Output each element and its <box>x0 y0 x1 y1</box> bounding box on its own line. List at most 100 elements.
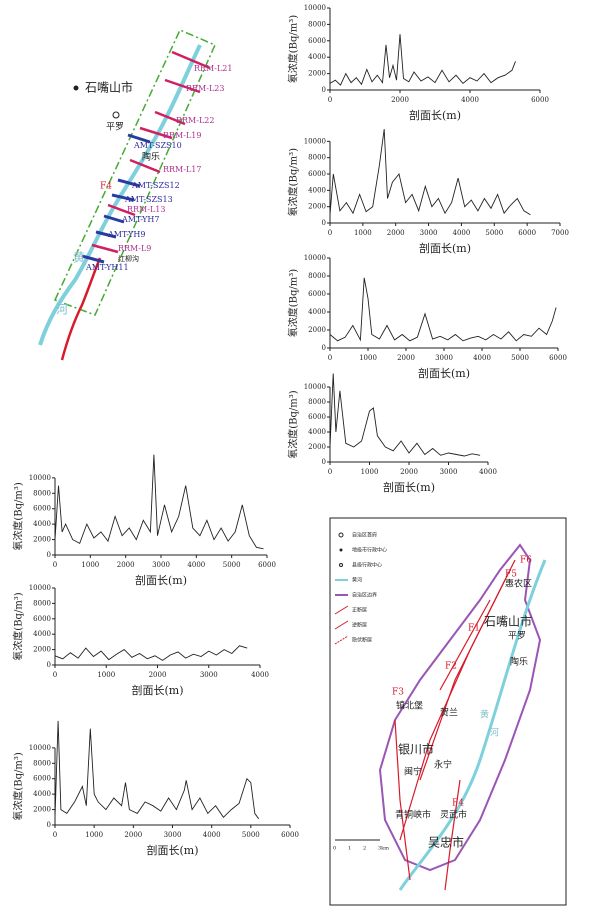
map-label: 闽宁 <box>404 766 422 778</box>
x-axis-label: 剖面长(m) <box>135 573 187 587</box>
x-tick-label: 0 <box>53 831 57 839</box>
y-tick-label: 10000 <box>304 137 326 145</box>
map-label: 永宁 <box>434 759 452 771</box>
map-label: 石嘴山市 <box>484 614 532 629</box>
x-axis-label: 剖面长(m) <box>131 683 183 697</box>
y-tick-label: 6000 <box>33 615 51 623</box>
y-tick-label: 4000 <box>308 308 326 316</box>
data-line <box>329 129 531 216</box>
x-tick-label: 2000 <box>149 671 167 679</box>
y-tick-label: 6000 <box>33 775 51 783</box>
map-label: F4 <box>100 182 112 192</box>
map-label: 吴忠市 <box>428 835 464 850</box>
map-label: 陶乐 <box>142 151 160 163</box>
legend: 自治区首府 地级市行政中心 县级行政中心 黄河 自治区边界 正断层 逆断层 隐伏… <box>334 532 387 645</box>
y-tick-label: 2000 <box>33 536 51 544</box>
x-axis-label: 剖面长(m) <box>146 843 198 857</box>
x-axis-label: 剖面长(m) <box>419 241 471 255</box>
profile-map: 石嘴山市 平罗 陶乐 RRM-L21 RRM-L23 RRM-L22 RRM-L… <box>38 29 232 361</box>
y-tick-label: 10000 <box>304 254 326 262</box>
x-tick-label: 0 <box>328 468 332 476</box>
data-line <box>329 277 557 342</box>
x-tick-label: 3000 <box>435 354 453 362</box>
x-tick-label: 2000 <box>124 831 142 839</box>
x-tick-label: 2000 <box>397 354 415 362</box>
river <box>38 44 202 346</box>
x-tick-label: 5000 <box>511 354 529 362</box>
x-tick-label: 3000 <box>420 229 438 237</box>
map-label: 黄 <box>73 251 85 265</box>
map-label: 银川市 <box>398 742 434 757</box>
map-label: F4 <box>452 799 464 809</box>
map-label: RRM-L17 <box>163 165 201 174</box>
y-tick-label: 2000 <box>308 443 326 451</box>
x-tick-label: 4000 <box>453 229 471 237</box>
x-tick-label: 5000 <box>485 229 503 237</box>
y-tick-label: 4000 <box>33 630 51 638</box>
x-tick-label: 0 <box>328 96 332 104</box>
legend-label: 县级行政中心 <box>352 562 382 569</box>
x-tick-label: 5000 <box>242 831 260 839</box>
y-tick-label: 2000 <box>308 70 326 78</box>
y-axis-label: 氡浓度(Bq/m³) <box>287 390 300 459</box>
faults <box>394 559 516 891</box>
profiles <box>91 50 211 254</box>
y-tick-label: 0 <box>47 551 51 559</box>
x-tick-label: 1000 <box>81 561 99 569</box>
y-tick-label: 8000 <box>33 489 51 497</box>
x-tick-label: 4000 <box>187 561 205 569</box>
y-axis-label: 氡浓度(Bq/m³) <box>287 148 300 217</box>
y-axis-label: 氡浓度(Bq/m³) <box>287 15 300 84</box>
map-label: 惠农区 <box>505 578 532 590</box>
y-tick-label: 0 <box>322 219 326 227</box>
y-tick-label: 0 <box>47 661 51 669</box>
map-label: RRM-L19 <box>163 131 201 140</box>
map-label: 平罗 <box>508 631 526 642</box>
x-tick-label: 3000 <box>440 468 458 476</box>
x-axis-label: 剖面长(m) <box>418 366 470 380</box>
map-label: 陶乐 <box>510 656 528 668</box>
y-tick-label: 0 <box>322 458 326 466</box>
x-tick-label: 1000 <box>354 229 372 237</box>
x-tick-label: 6000 <box>281 831 299 839</box>
x-tick-label: 4000 <box>461 96 479 104</box>
y-tick-label: 8000 <box>308 272 326 280</box>
map-frame <box>329 517 567 906</box>
x-tick-label: 3000 <box>200 671 218 679</box>
y-tick-label: 6000 <box>308 37 326 45</box>
legend-label: 隐伏断层 <box>352 637 372 644</box>
x-axis-label: 剖面长(m) <box>383 480 435 494</box>
y-tick-label: 4000 <box>33 790 51 798</box>
y-tick-label: 6000 <box>308 413 326 421</box>
scale-label: 2 <box>363 846 366 852</box>
regional-map: 自治区首府 地级市行政中心 县级行政中心 黄河 自治区边界 正断层 逆断层 隐伏… <box>329 517 567 906</box>
map-label: 贺兰 <box>440 707 458 719</box>
x-tick-label: 0 <box>53 671 57 679</box>
scale-label: 0 <box>333 846 336 852</box>
x-tick-label: 1000 <box>361 468 379 476</box>
x-tick-label: 1000 <box>97 671 115 679</box>
x-tick-label: 4000 <box>479 468 497 476</box>
y-tick-label: 8000 <box>33 599 51 607</box>
map-label: 石嘴山市 <box>85 80 133 95</box>
x-tick-label: 4000 <box>473 354 491 362</box>
map-label: 青铜峡市 <box>395 809 431 821</box>
y-tick-label: 8000 <box>308 398 326 406</box>
y-axis-label: 氡浓度(Bq/m³) <box>12 592 25 661</box>
map-label: F5 <box>505 570 517 580</box>
map-label: 河 <box>490 727 499 739</box>
legend-label: 逆断层 <box>352 622 367 629</box>
y-tick-label: 4000 <box>33 520 51 528</box>
map-label: RRM-L23 <box>186 84 224 93</box>
legend-label: 正断层 <box>352 607 367 614</box>
y-tick-label: 0 <box>322 344 326 352</box>
map-label: 灵武市 <box>440 809 467 821</box>
y-tick-label: 10000 <box>29 474 51 482</box>
map-label: AMT-SZS12 <box>131 181 180 190</box>
legend-label: 自治区首府 <box>352 532 377 539</box>
map-label: 平罗 <box>106 122 124 133</box>
y-tick-label: 2000 <box>33 806 51 814</box>
x-tick-label: 0 <box>328 229 332 237</box>
scale-label: 1 <box>348 846 351 852</box>
y-tick-label: 4000 <box>308 53 326 61</box>
